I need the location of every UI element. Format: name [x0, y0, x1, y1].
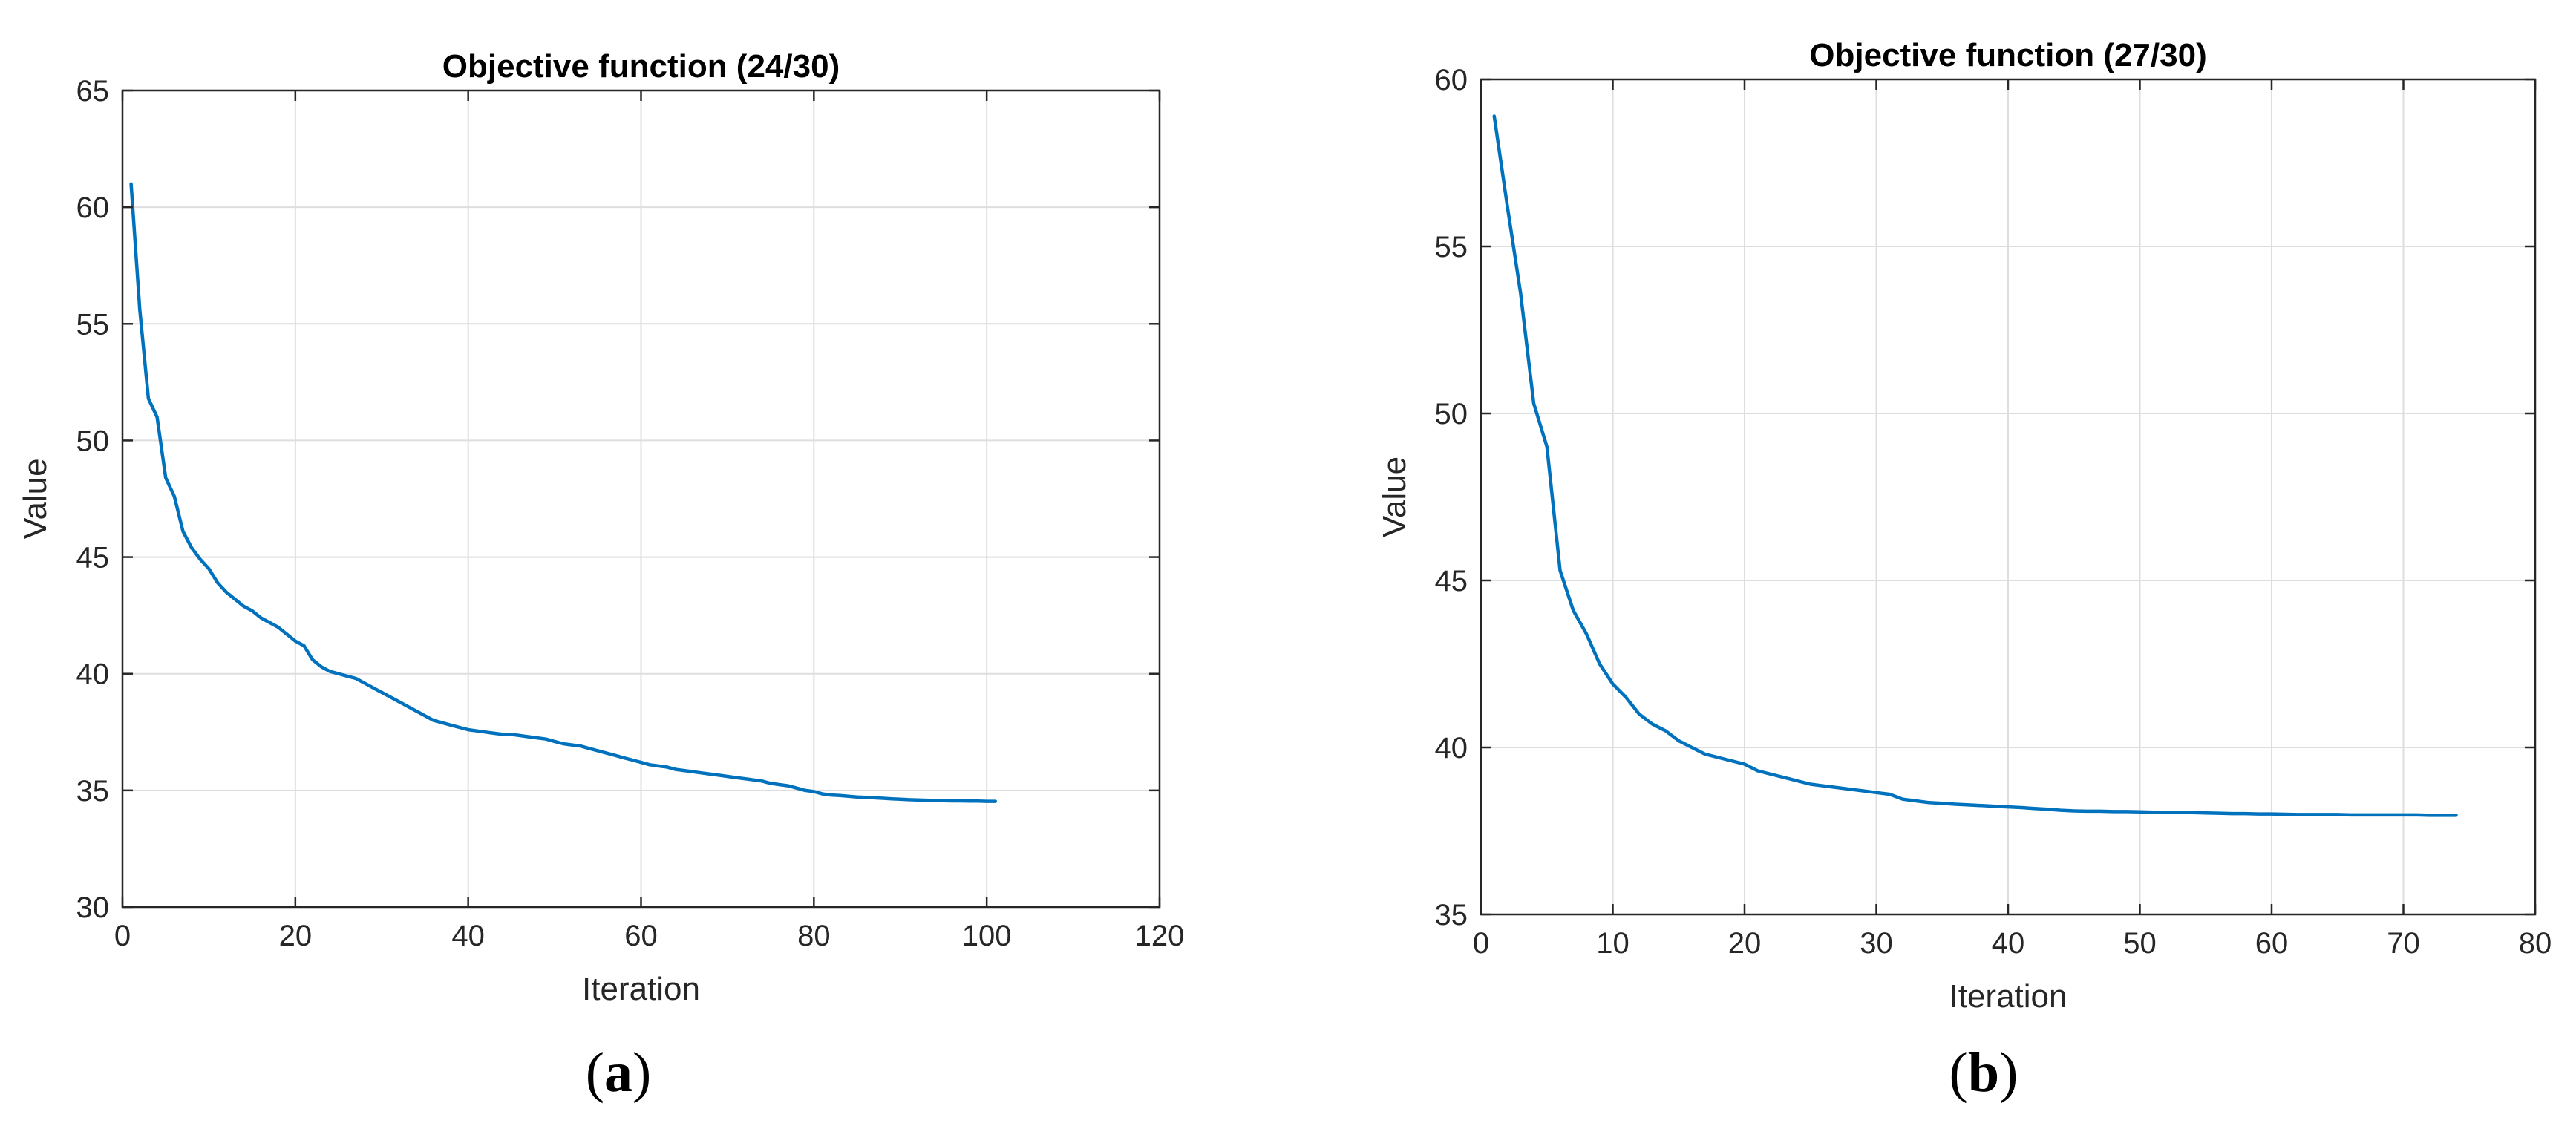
x-tick-label: 0: [114, 920, 131, 952]
x-tick-label: 50: [2123, 927, 2157, 960]
x-tick-label: 40: [1992, 927, 2025, 960]
y-tick-label: 40: [76, 658, 110, 691]
x-tick-label: 20: [1728, 927, 1762, 960]
chart-title: Objective function (27/30): [1809, 37, 2206, 73]
x-axis-label: Iteration: [1949, 978, 2067, 1015]
x-tick-label: 30: [1860, 927, 1893, 960]
y-tick-label: 35: [1435, 899, 1468, 932]
x-tick-label: 70: [2387, 927, 2420, 960]
y-tick-label: 55: [1435, 231, 1468, 264]
x-axis-label: Iteration: [582, 971, 700, 1007]
objective-line: [129, 182, 998, 803]
caption-close-paren: ): [1999, 1041, 2018, 1104]
y-tick-label: 65: [76, 75, 110, 108]
y-tick-label: 45: [1435, 565, 1468, 598]
caption-letter: a: [604, 1041, 632, 1104]
x-tick-label: 100: [962, 920, 1012, 952]
y-tick-label: 50: [76, 425, 110, 457]
x-tick-label: 120: [1135, 920, 1185, 952]
x-tick-label: 60: [2255, 927, 2289, 960]
objective-line: [1492, 114, 2458, 817]
y-tick-label: 55: [76, 308, 110, 341]
y-tick-label: 35: [76, 775, 110, 808]
caption-letter: b: [1968, 1041, 1999, 1104]
caption-open-paren: (: [1949, 1041, 1968, 1104]
x-tick-label: 60: [624, 920, 658, 952]
panel-caption: (a): [586, 1041, 652, 1104]
x-tick-label: 80: [797, 920, 831, 952]
chart-panel-b: 0 10 20 30 40 50 60 70 80 35 40 45 50 55 60 Objective f…: [1376, 37, 2552, 1104]
chart-panel-a: 0 20 40 60 80 100 120 30 35 40 45 50 55 60 65 Objective…: [17, 48, 1184, 1104]
y-axis-label: Value: [1376, 456, 1413, 537]
y-tick-label: 50: [1435, 398, 1468, 431]
panel-caption: (b): [1949, 1041, 2018, 1104]
x-tick-label: 20: [279, 920, 313, 952]
x-tick-label: 80: [2519, 927, 2552, 960]
chart-title: Objective function (24/30): [442, 48, 840, 85]
y-tick-label: 60: [1435, 64, 1468, 96]
y-tick-label: 40: [1435, 732, 1468, 765]
y-tick-label: 45: [76, 542, 110, 575]
x-tick-label: 10: [1596, 927, 1629, 960]
caption-open-paren: (: [586, 1041, 604, 1104]
caption-close-paren: ): [632, 1041, 651, 1104]
x-tick-label: 40: [451, 920, 485, 952]
y-tick-label: 30: [76, 891, 110, 924]
y-tick-label: 60: [76, 192, 110, 224]
x-tick-label: 0: [1473, 927, 1489, 960]
y-axis-label: Value: [17, 458, 53, 539]
